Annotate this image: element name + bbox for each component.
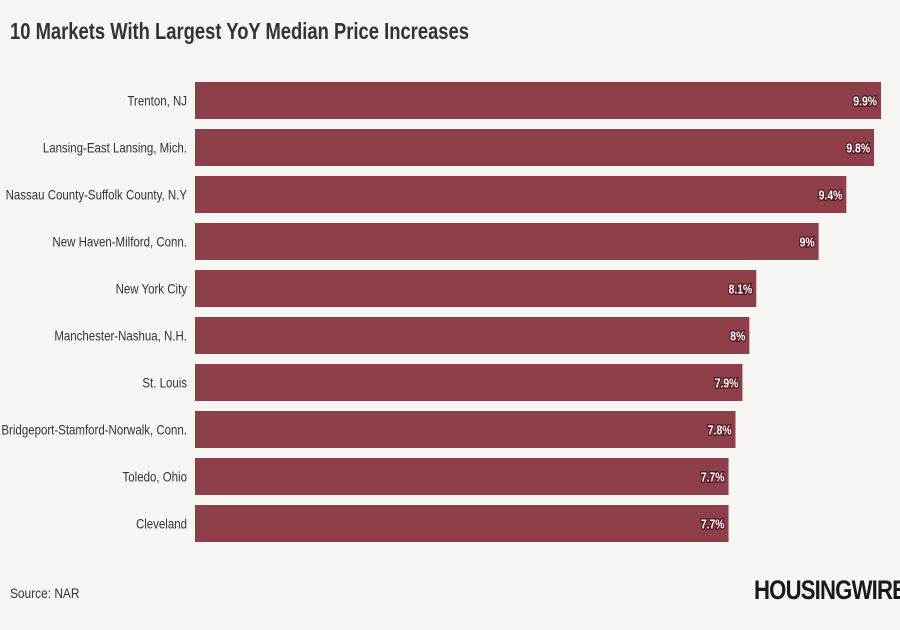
housingwire-logo: HOUSINGWIRE [754,575,900,605]
bar [195,223,819,260]
category-label: Cleveland [136,515,187,531]
category-label: Toledo, Ohio [123,468,187,484]
bar [195,458,729,495]
bar [195,82,881,119]
data-label: 8.1% [729,282,753,296]
data-label: 7.8% [708,423,732,437]
bar [195,505,729,542]
category-label: Bridgeport-Stamford-Norwalk, Conn. [1,421,187,437]
chart-title: 10 Markets With Largest YoY Median Price… [10,18,470,44]
bar [195,411,736,448]
data-label: 7.7% [701,470,725,484]
category-label: Trenton, NJ [127,92,187,108]
source-note: Source: NAR [10,585,80,601]
bar [195,317,750,354]
data-label: 7.9% [715,376,739,390]
bar [195,176,847,213]
data-label: 8% [730,329,745,343]
data-label: 9.8% [846,141,870,155]
bar [195,270,757,307]
bar [195,129,875,166]
category-label: New York City [116,280,188,296]
data-label: 7.7% [701,517,725,531]
data-label: 9.4% [819,188,843,202]
bar [195,364,743,401]
category-label: New Haven-Milford, Conn. [52,233,187,249]
category-label: St. Louis [142,374,187,390]
category-label: Lansing-East Lansing, Mich. [43,139,187,155]
data-label: 9% [800,235,815,249]
category-label: Manchester-Nashua, N.H. [54,327,187,343]
category-label: Nassau County-Suffolk County, N.Y [6,186,188,202]
data-label: 9.9% [853,94,877,108]
